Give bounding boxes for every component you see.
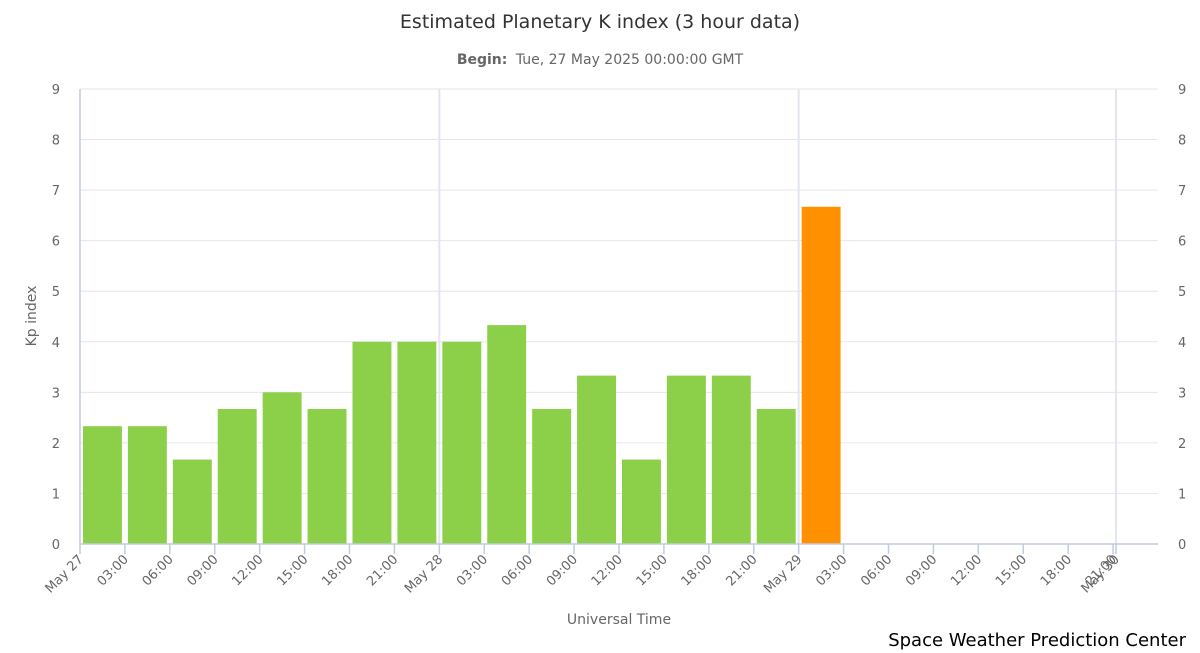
x-axis-title: Universal Time bbox=[567, 612, 671, 628]
x-tick-label: 12:00 bbox=[229, 552, 266, 589]
kp-bar bbox=[577, 375, 616, 544]
x-tick-label: 09:00 bbox=[544, 552, 581, 589]
grid bbox=[80, 88, 1158, 545]
kp-bar bbox=[801, 206, 841, 545]
kp-bar bbox=[217, 409, 257, 544]
x-tick-label: May 30 bbox=[1079, 552, 1123, 596]
kp-bar bbox=[172, 459, 212, 544]
y-tick-label-left: 8 bbox=[52, 134, 60, 149]
x-tick-label: 09:00 bbox=[903, 552, 940, 589]
y-tick-label-right: 2 bbox=[1178, 437, 1186, 452]
chart-subtitle: Begin: Tue, 27 May 2025 00:00:00 GMT bbox=[457, 52, 744, 68]
y-tick-label-right: 8 bbox=[1178, 134, 1186, 149]
y-tick-label-right: 6 bbox=[1178, 235, 1186, 250]
y-tick-label-left: 2 bbox=[52, 437, 60, 452]
x-tick-label: May 28 bbox=[402, 552, 446, 596]
x-tick-label: 12:00 bbox=[948, 552, 985, 589]
x-tick-label: 12:00 bbox=[589, 552, 626, 589]
kp-bar bbox=[622, 459, 661, 544]
x-tick-label: May 29 bbox=[761, 552, 805, 596]
y-tick-label-right: 1 bbox=[1178, 487, 1186, 502]
y-tick-label-left: 7 bbox=[52, 184, 60, 199]
x-tick-label: 18:00 bbox=[679, 552, 716, 589]
kp-bar bbox=[352, 341, 392, 544]
y-axis-title: Kp index bbox=[24, 286, 40, 347]
credit-text: Space Weather Prediction Center bbox=[888, 630, 1186, 651]
x-tick-label: May 27 bbox=[43, 552, 87, 596]
x-tick-label: 18:00 bbox=[319, 552, 356, 589]
x-tick-label: 06:00 bbox=[858, 552, 895, 589]
y-tick-label-right: 5 bbox=[1178, 285, 1186, 300]
x-tick-label: 06:00 bbox=[140, 552, 177, 589]
chart-title: Estimated Planetary K index (3 hour data… bbox=[400, 11, 800, 33]
kp-bar bbox=[127, 426, 167, 544]
kp-bar bbox=[711, 375, 751, 544]
x-tick-label: 15:00 bbox=[634, 552, 671, 589]
x-tick-label: 06:00 bbox=[499, 552, 536, 589]
kp-bar bbox=[666, 375, 706, 544]
y-tick-label-left: 4 bbox=[52, 336, 60, 351]
y-tick-label-right: 4 bbox=[1178, 336, 1186, 351]
x-tick-label: 18:00 bbox=[1038, 552, 1075, 589]
x-tick-label: 15:00 bbox=[993, 552, 1030, 589]
kp-bar bbox=[307, 409, 347, 544]
y-tick-label-right: 3 bbox=[1178, 386, 1186, 401]
subtitle-label: Begin: bbox=[457, 52, 508, 68]
x-tick-label: 09:00 bbox=[184, 552, 221, 589]
y-tick-label-right: 7 bbox=[1178, 184, 1186, 199]
kp-bar bbox=[756, 409, 796, 544]
kp-bar bbox=[442, 341, 482, 544]
y-tick-label-left: 0 bbox=[52, 538, 60, 553]
kp-bar bbox=[397, 341, 437, 544]
y-tick-label-left: 5 bbox=[52, 285, 60, 300]
kp-bar bbox=[532, 409, 572, 544]
x-tick-label: 03:00 bbox=[454, 552, 491, 589]
x-tick-label: 03:00 bbox=[95, 552, 132, 589]
y-tick-label-right: 9 bbox=[1178, 83, 1186, 98]
kp-bar bbox=[83, 426, 122, 544]
y-tick-label-left: 3 bbox=[52, 386, 60, 401]
y-tick-label-left: 9 bbox=[52, 83, 60, 98]
kp-bar bbox=[487, 325, 527, 544]
y-tick-label-left: 1 bbox=[52, 487, 60, 502]
x-tick-label: 21:00 bbox=[364, 552, 401, 589]
y-tick-label-right: 0 bbox=[1178, 538, 1186, 553]
y-tick-label-left: 6 bbox=[52, 235, 60, 250]
x-tick-label: 21:00 bbox=[723, 552, 760, 589]
x-tick-label: 03:00 bbox=[813, 552, 850, 589]
subtitle-value: Tue, 27 May 2025 00:00:00 GMT bbox=[515, 52, 744, 68]
kp-bar bbox=[262, 392, 302, 544]
bars bbox=[83, 206, 841, 545]
x-tick-label: 15:00 bbox=[274, 552, 311, 589]
